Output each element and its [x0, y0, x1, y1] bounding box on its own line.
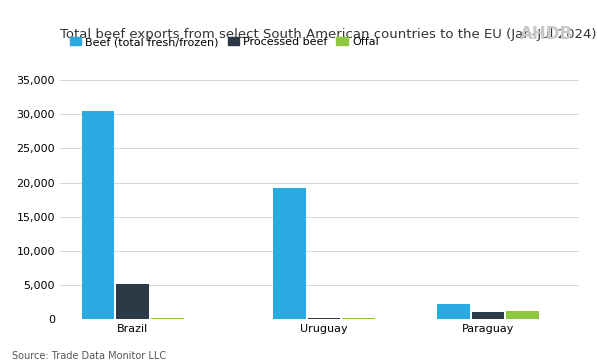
Bar	[273, 188, 306, 319]
Bar	[437, 305, 470, 319]
Bar	[472, 312, 504, 319]
Text: AHDB: AHDB	[520, 25, 573, 44]
Text: Source: Trade Data Monitor LLC: Source: Trade Data Monitor LLC	[12, 351, 166, 361]
Bar	[151, 318, 184, 319]
Bar	[116, 284, 149, 319]
Text: Total beef exports from select South American countries to the EU (Jan-Jul 2024): Total beef exports from select South Ame…	[60, 28, 596, 41]
Legend: Beef (total fresh/frozen), Processed beef, Offal: Beef (total fresh/frozen), Processed bee…	[65, 33, 383, 52]
Bar	[342, 318, 375, 319]
Bar	[82, 111, 115, 319]
Bar	[307, 318, 340, 319]
Bar	[506, 311, 539, 319]
